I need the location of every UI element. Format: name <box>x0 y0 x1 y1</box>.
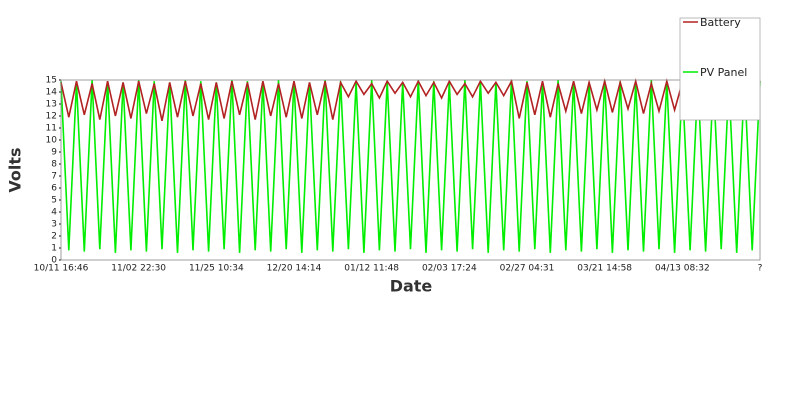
y-tick-label: 1 <box>51 244 57 254</box>
y-axis-title: Volts <box>6 147 25 192</box>
y-tick-label: 3 <box>51 220 57 230</box>
legend-box <box>679 17 761 121</box>
series-line <box>60 79 761 253</box>
y-tick-label: 6 <box>51 184 57 194</box>
x-tick-label: 03/21 14:58 <box>577 264 632 274</box>
x-tick-label: ? <box>758 264 763 274</box>
legend-label: Battery <box>700 16 741 29</box>
y-tick-label: 15 <box>46 76 57 86</box>
y-tick-label: 13 <box>46 100 57 110</box>
y-tick-label: 9 <box>51 148 57 158</box>
plot-frame <box>60 79 761 261</box>
y-tick-label: 10 <box>46 136 58 146</box>
y-tick-label: 5 <box>51 196 57 206</box>
y-tick-label: 14 <box>46 88 58 98</box>
y-tick-label: 0 <box>51 256 57 266</box>
y-tick-label: 11 <box>46 124 57 134</box>
x-tick-label: 12/20 14:14 <box>267 264 322 274</box>
y-tick-label: 2 <box>51 232 57 242</box>
x-tick-label: 10/11 16:46 <box>34 264 89 274</box>
y-tick-label: 4 <box>51 208 57 218</box>
x-tick-label: 02/27 04:31 <box>500 264 555 274</box>
series-line <box>60 78 761 121</box>
y-tick-label: 7 <box>51 172 57 182</box>
x-tick-label: 01/12 11:48 <box>344 264 399 274</box>
y-tick-label: 8 <box>51 160 57 170</box>
x-tick-label: 02/03 17:24 <box>422 264 477 274</box>
y-tick-label: 12 <box>46 112 57 122</box>
legend-label: PV Panel <box>700 66 747 79</box>
x-tick-label: 11/25 10:34 <box>189 264 244 274</box>
x-tick-label: 04/13 08:32 <box>655 264 710 274</box>
x-axis-title: Date <box>390 277 433 296</box>
x-tick-label: 11/02 22:30 <box>111 264 166 274</box>
